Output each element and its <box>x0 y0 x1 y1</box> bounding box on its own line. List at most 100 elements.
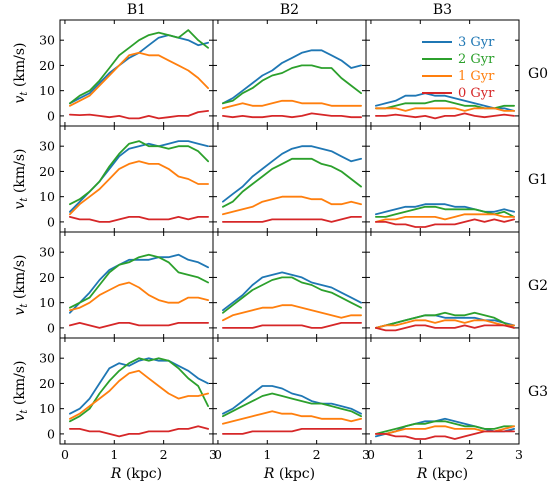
x-tick-label: 1 <box>110 447 118 462</box>
panel-b3-g2 <box>365 231 520 339</box>
y-tick-label: 20 <box>39 376 55 391</box>
column-titles: B1 B2 B3 <box>127 2 452 18</box>
x-axis-label: R (kpc) <box>416 466 468 482</box>
series-line-2-gyr <box>374 311 515 329</box>
x-axis-label: R (kpc) <box>263 466 315 482</box>
legend-label-2-gyr: 2 Gyr <box>458 52 495 67</box>
series-line-1-gyr <box>69 160 210 216</box>
legend-label-3-gyr: 3 Gyr <box>458 35 495 50</box>
y-tick-label: 30 <box>39 139 55 154</box>
column-title-b3: B3 <box>433 2 452 18</box>
panel-b1-g1: 0 10 20 30 <box>39 125 214 233</box>
series-line-2-gyr <box>221 276 363 314</box>
series-line-1-gyr <box>374 213 515 223</box>
x-tick-label: 2 <box>466 447 474 462</box>
series-line-0-gyr <box>374 324 515 332</box>
row-label-g2: G2 <box>528 278 548 294</box>
y-axis-label: vt (km/s) <box>12 255 30 316</box>
series-line-1-gyr <box>221 99 363 110</box>
row-label-g0: G0 <box>528 66 548 82</box>
series-line-3-gyr <box>69 253 210 314</box>
panel-frame <box>365 231 520 339</box>
series-line-0-gyr <box>374 112 515 120</box>
row-label-g1: G1 <box>528 172 548 188</box>
series-line-1-gyr <box>374 319 515 329</box>
row-labels: G0 G1 G2 G3 <box>528 66 548 400</box>
y-tick-label: 0 <box>47 108 55 123</box>
y-tick-label: 10 <box>39 401 55 416</box>
panel-frame <box>365 337 520 445</box>
series-line-2-gyr <box>69 29 210 105</box>
series-line-3-gyr <box>221 49 363 105</box>
x-tick-label: 3 <box>362 447 370 462</box>
series-line-2-gyr <box>221 64 363 105</box>
y-tick-label: 20 <box>39 58 55 73</box>
series-line-0-gyr <box>374 218 515 228</box>
x-tick-label: 3 <box>515 447 523 462</box>
panel-b3-g3: 0 1 2 3 <box>365 337 523 462</box>
y-axis-labels: vt (km/s) vt (km/s) vt (km/s) vt (km/s) <box>12 43 30 422</box>
x-tick-label: 0 <box>367 447 375 462</box>
series-line-3-gyr <box>221 385 363 415</box>
column-title-b1: B1 <box>127 2 146 18</box>
y-axis-label: vt (km/s) <box>12 149 30 210</box>
y-tick-label: 30 <box>39 33 55 48</box>
legend-label-1-gyr: 1 Gyr <box>458 69 495 84</box>
y-tick-label: 30 <box>39 351 55 366</box>
panel-b1-g2: 0 10 20 30 <box>39 231 214 339</box>
series-line-0-gyr <box>69 215 210 223</box>
y-tick-label: 0 <box>47 426 55 441</box>
row-label-g3: G3 <box>528 384 548 400</box>
series-line-0-gyr <box>69 321 210 329</box>
x-tick-label: 0 <box>214 447 222 462</box>
series-line-0-gyr <box>221 321 363 329</box>
panel-b1-g0: 0 10 20 30 <box>39 19 214 127</box>
series-line-2-gyr <box>221 157 363 208</box>
x-tick-label: 0 <box>61 447 69 462</box>
series-line-2-gyr <box>374 420 515 435</box>
panel-frame <box>212 19 367 127</box>
legend-label-0-gyr: 0 Gyr <box>458 86 495 101</box>
series-line-1-gyr <box>221 304 363 322</box>
panel-b2-g1 <box>212 125 367 233</box>
panel-frame <box>59 19 214 127</box>
y-tick-label: 0 <box>47 214 55 229</box>
series-line-2-gyr <box>69 357 210 423</box>
panel-b2-g3: 0 1 2 3 <box>212 337 370 462</box>
panel-frame <box>365 19 520 127</box>
y-tick-label: 10 <box>39 83 55 98</box>
y-tick-label: 10 <box>39 189 55 204</box>
y-tick-label: 20 <box>39 164 55 179</box>
series-line-3-gyr <box>221 145 363 203</box>
x-tick-label: 1 <box>263 447 271 462</box>
y-axis-label: vt (km/s) <box>12 43 30 104</box>
column-title-b2: B2 <box>280 2 299 18</box>
series-line-3-gyr <box>221 271 363 312</box>
series-line-3-gyr <box>69 140 210 213</box>
series-line-1-gyr <box>69 369 210 420</box>
series-line-2-gyr <box>221 392 363 418</box>
y-tick-label: 0 <box>47 320 55 335</box>
panel-frame <box>212 125 367 233</box>
x-axis-labels: R (kpc) R (kpc) R (kpc) <box>110 466 468 482</box>
series-line-0-gyr <box>69 425 210 438</box>
panel-b2-g2 <box>212 231 367 339</box>
series-line-2-gyr <box>69 253 210 309</box>
panel-b2-g0 <box>212 19 367 127</box>
x-tick-label: 2 <box>313 447 321 462</box>
series-line-1-gyr <box>374 107 515 112</box>
y-tick-label: 30 <box>39 245 55 260</box>
series-line-0-gyr <box>221 215 363 223</box>
x-tick-label: 3 <box>209 447 217 462</box>
series-line-1-gyr <box>221 410 363 425</box>
series-line-3-gyr <box>374 203 515 216</box>
legend: 3 Gyr 2 Gyr 1 Gyr 0 Gyr <box>422 35 495 101</box>
panel-b3-g1 <box>365 125 520 233</box>
y-tick-label: 20 <box>39 270 55 285</box>
series-line-1-gyr <box>69 281 210 312</box>
x-axis-label: R (kpc) <box>110 466 162 482</box>
series-line-0-gyr <box>69 110 210 120</box>
panel-b1-g3: 0 10 20 30 0 1 2 3 <box>39 337 217 462</box>
